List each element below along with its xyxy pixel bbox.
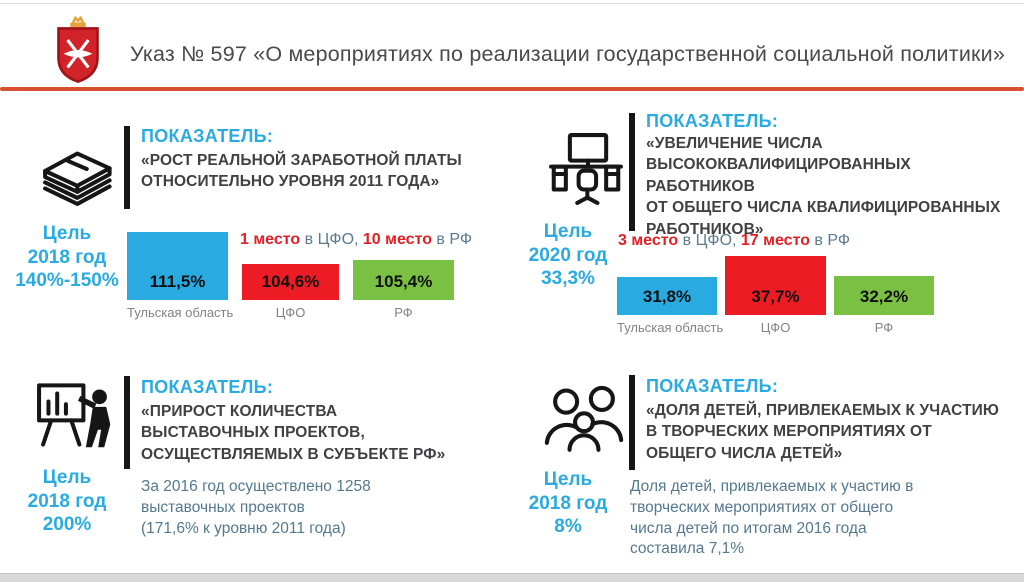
bar-value: 105,4% <box>374 272 433 291</box>
rank-rf-value: 17 место <box>740 232 810 249</box>
rank-note-salary: 1 место в ЦФО, 10 место в РФ <box>240 231 472 249</box>
section-accent-bar <box>124 126 130 209</box>
bar-value: 32,2% <box>859 287 909 306</box>
bar-rf: 32,2% <box>834 276 934 315</box>
bar-caption: ЦФО <box>760 320 791 335</box>
bar-rf: 105,4% <box>353 260 454 300</box>
presentation-board-icon <box>37 383 111 448</box>
salary-bar-chart: 111,5% Тульская область 104,6% ЦФО 105,4… <box>127 232 454 320</box>
header-divider <box>0 87 1024 91</box>
money-banknotes-icon <box>43 151 112 206</box>
bar-column-rf: 32,2% РФ <box>834 256 934 335</box>
rank-cfo-text: в ЦФО, <box>678 232 741 249</box>
top-divider <box>0 3 1024 4</box>
rank-rf-text: в РФ <box>431 231 473 248</box>
bar-caption: Тульская область <box>617 320 724 335</box>
bar-value: 31,8% <box>642 287 692 306</box>
tula-coat-of-arms-icon <box>57 15 99 84</box>
bar-column-rf: 105,4% РФ <box>353 232 454 320</box>
goal-exhibitions: Цель 2018 год 200% <box>27 467 107 536</box>
bar-cfo: 37,7% <box>725 256 826 315</box>
page-title: Указ № 597 «О мероприятиях по реализации… <box>130 42 1006 66</box>
indicator-label: ПОКАЗАТЕЛЬ: <box>646 111 779 131</box>
indicator-label: ПОКАЗАТЕЛЬ: <box>646 376 779 396</box>
indicator-title-children: «ДОЛЯ ДЕТЕЙ, ПРИВЛЕКАЕМЫХ К УЧАСТИЮ В ТВ… <box>646 402 999 462</box>
bar-tula-region: 31,8% <box>617 277 717 315</box>
bar-value: 111,5% <box>149 272 206 291</box>
bottom-bar <box>0 573 1024 582</box>
section-accent-bar <box>629 375 635 470</box>
bar-column-cfo: 104,6% ЦФО <box>242 232 339 320</box>
bar-column-tula: 31,8% Тульская область <box>617 256 724 335</box>
indicator-label: ПОКАЗАТЕЛЬ: <box>141 377 274 397</box>
rank-rf-value: 10 место <box>362 231 432 248</box>
indicator-title-workers: «УВЕЛИЧЕНИЕ ЧИСЛА ВЫСОКОКВАЛИФИЦИРОВАННЫ… <box>646 135 1001 238</box>
rank-rf-text: в РФ <box>809 232 851 249</box>
indicator-label: ПОКАЗАТЕЛЬ: <box>141 126 274 146</box>
bar-value: 37,7% <box>751 287 800 306</box>
bar-caption: Тульская область <box>127 305 234 320</box>
rank-cfo-value: 3 место <box>618 232 679 249</box>
indicator-title-exhibitions: «ПРИРОСТ КОЛИЧЕСТВА ВЫСТАВОЧНЫХ ПРОЕКТОВ… <box>141 403 446 463</box>
children-result-text: Доля детей, привлекаемых к участию в тво… <box>630 478 914 558</box>
bar-column-tula: 111,5% Тульская область <box>127 232 234 320</box>
exhibitions-result-text: За 2016 год осуществлено 1258 выставочны… <box>141 478 371 537</box>
office-workplace-icon <box>549 133 623 205</box>
bar-caption: РФ <box>874 320 894 335</box>
bar-caption: ЦФО <box>275 305 306 320</box>
section-accent-bar <box>629 113 635 231</box>
bar-tula-region: 111,5% <box>127 232 228 300</box>
bar-caption: РФ <box>394 305 413 320</box>
section-accent-bar <box>124 376 130 469</box>
rank-cfo-value: 1 место <box>240 231 301 248</box>
family-children-icon <box>544 385 624 452</box>
indicator-title-salary: «РОСТ РЕАЛЬНОЙ ЗАРАБОТНОЙ ПЛАТЫ ОТНОСИТЕ… <box>141 152 462 191</box>
bar-cfo: 104,6% <box>242 264 339 300</box>
goal-children: Цель 2018 год 8% <box>528 469 608 538</box>
bar-value: 104,6% <box>261 272 320 291</box>
rank-note-workers: 3 место в ЦФО, 17 место в РФ <box>618 232 850 250</box>
goal-workers: Цель 2020 год 33,3% <box>528 221 608 290</box>
workers-bar-chart: 31,8% Тульская область 37,7% ЦФО 32,2% Р… <box>617 256 934 335</box>
rank-cfo-text: в ЦФО, <box>300 231 363 248</box>
goal-salary: Цель 2018 год 140%-150% <box>15 223 119 292</box>
bar-column-cfo: 37,7% ЦФО <box>725 256 826 335</box>
